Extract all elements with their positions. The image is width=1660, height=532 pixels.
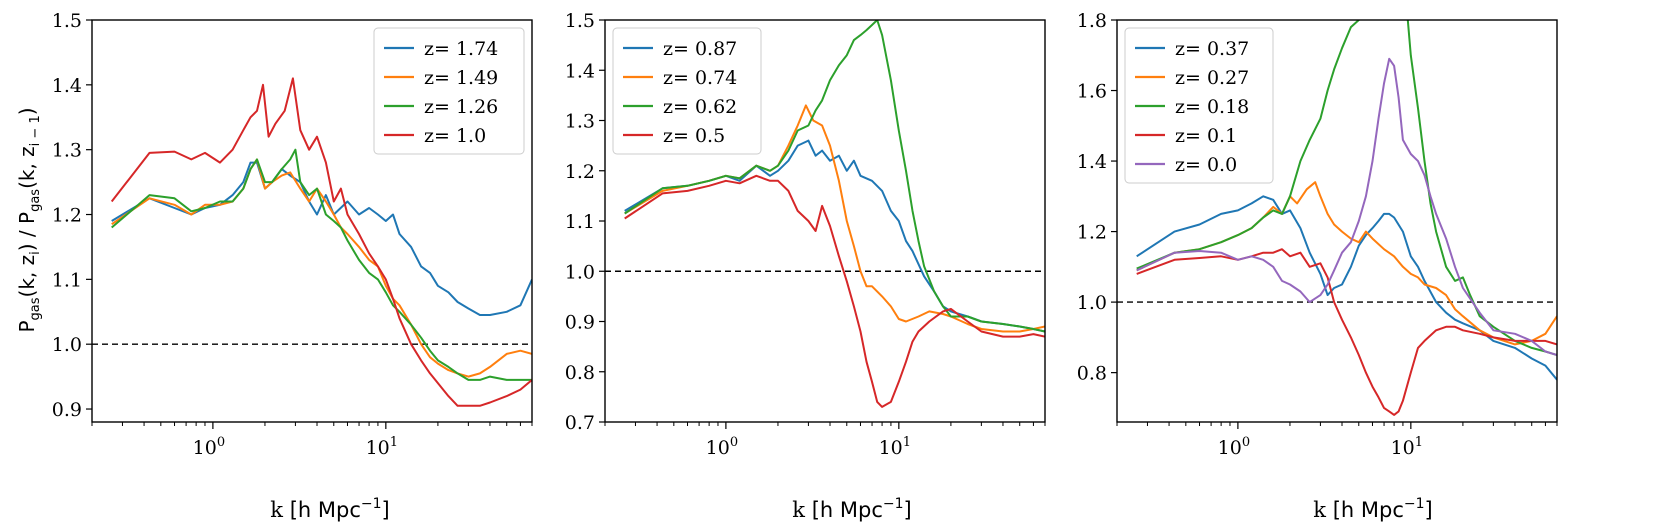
legend: z= 1.74 z= 1.49 z= 1.26 z= 1.0 xyxy=(373,27,525,155)
y-tick-label: 0.7 xyxy=(565,412,595,434)
series-line-3 xyxy=(1136,20,1557,356)
y-tick-label: 1.2 xyxy=(52,205,82,227)
series-line-4 xyxy=(1136,248,1557,416)
legend-label: z= 0.5 xyxy=(663,125,725,147)
legend-label: z= 1.0 xyxy=(424,125,486,147)
y-tick-label: 1.4 xyxy=(52,75,82,97)
series-group xyxy=(110,77,532,407)
y-tick-label: 0.8 xyxy=(1077,363,1107,385)
panel-2: 0.7 0.8 0.9 1.0 1.1 1.2 1.3 1.4 1.5 100 101 z= 0.87… xyxy=(565,10,1046,522)
y-tick-label: 1.4 xyxy=(565,60,595,82)
axes-frame xyxy=(91,19,533,423)
y-tick-label: 1.8 xyxy=(1077,10,1107,32)
series-line-1 xyxy=(1136,195,1557,381)
x-tick-label: 101 xyxy=(1391,435,1423,459)
panel-2-xlabel: k [h Mpc−1] xyxy=(792,496,911,522)
legend: z= 0.87 z= 0.74 z= 0.62 z= 0.5 xyxy=(612,27,762,155)
legend-label: z= 0.37 xyxy=(1175,38,1249,60)
series-line-3 xyxy=(624,20,1045,333)
legend: z= 0.37 z= 0.27 z= 0.18 z= 0.1 z= 0.0 xyxy=(1124,27,1274,184)
panel-1-plot: 0.9 1.0 1.1 1.2 1.3 1.4 1.5 100 101 z= 1.74 z= 1.4… xyxy=(52,10,533,459)
legend-label: z= 0.18 xyxy=(1175,96,1249,118)
series-line-1 xyxy=(624,139,1045,333)
legend-box xyxy=(1124,27,1274,184)
legend-label: z= 0.1 xyxy=(1175,125,1237,147)
y-tick-label: 1.0 xyxy=(565,261,595,283)
y-tick-label: 1.0 xyxy=(52,334,82,356)
y-tick-label: 1.5 xyxy=(565,10,595,32)
series-line-1 xyxy=(111,161,532,316)
legend-label: z= 0.0 xyxy=(1175,154,1237,176)
y-tick-label: 1.0 xyxy=(1077,292,1107,314)
x-tick-label: 100 xyxy=(1218,435,1250,459)
y-tick-label: 1.1 xyxy=(565,211,595,233)
series-line-5 xyxy=(1136,57,1557,356)
legend-label: z= 1.26 xyxy=(424,96,498,118)
y-tick-label: 1.3 xyxy=(52,140,82,162)
y-tick-label: 1.6 xyxy=(1077,81,1107,103)
y-tick-label: 1.2 xyxy=(1077,222,1107,244)
legend-box xyxy=(373,27,525,155)
legend-label: z= 1.49 xyxy=(424,67,498,89)
legend-label: z= 0.62 xyxy=(663,96,737,118)
series-line-4 xyxy=(624,174,1045,408)
series-group xyxy=(1136,20,1557,416)
panel-1-xlabel: k [h Mpc−1] xyxy=(270,496,389,522)
legend-label: z= 1.74 xyxy=(424,38,498,60)
legend-box xyxy=(612,27,762,155)
series-group xyxy=(624,20,1045,408)
legend-label: z= 0.74 xyxy=(663,67,737,89)
y-tick-label: 0.9 xyxy=(52,399,82,421)
shared-ylabel: Pgas(k, zi) / Pgas(k, zi − 1) xyxy=(15,107,43,332)
y-tick-label: 1.5 xyxy=(52,10,82,32)
x-tick-label: 100 xyxy=(193,435,225,459)
series-line-3 xyxy=(111,148,532,381)
series-line-2 xyxy=(1136,181,1557,346)
y-tick-label: 0.8 xyxy=(565,362,595,384)
series-line-4 xyxy=(110,77,532,407)
x-tick-label: 101 xyxy=(366,435,398,459)
panel-3-xlabel: k [h Mpc−1] xyxy=(1313,496,1432,522)
legend-label: z= 0.87 xyxy=(663,38,737,60)
panel-1: 0.9 1.0 1.1 1.2 1.3 1.4 1.5 100 101 z= 1.74 z= 1.4… xyxy=(52,10,533,522)
panel-2-plot: 0.7 0.8 0.9 1.0 1.1 1.2 1.3 1.4 1.5 100 101 z= 0.87… xyxy=(565,10,1046,459)
axes-frame xyxy=(1116,19,1558,423)
y-tick-label: 1.1 xyxy=(52,269,82,291)
y-tick-label: 0.9 xyxy=(565,312,595,334)
y-tick-label: 1.4 xyxy=(1077,151,1107,173)
legend-label: z= 0.27 xyxy=(1175,67,1249,89)
x-tick-label: 100 xyxy=(706,435,738,459)
y-tick-label: 1.2 xyxy=(565,161,595,183)
x-tick-label: 101 xyxy=(879,435,911,459)
y-tick-label: 1.3 xyxy=(565,111,595,133)
